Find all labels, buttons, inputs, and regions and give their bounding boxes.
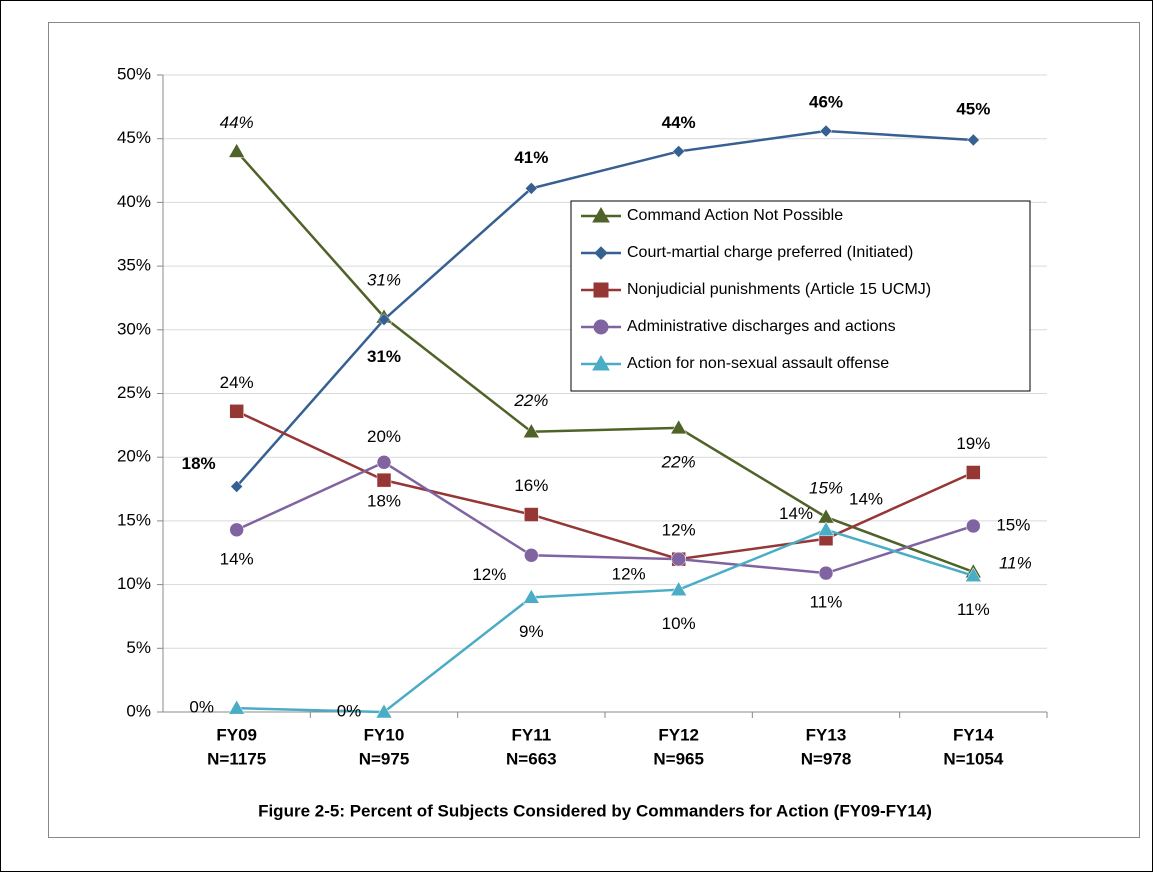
data-label: 15% <box>809 479 843 498</box>
data-label: 18% <box>367 492 401 511</box>
data-label: 15% <box>996 515 1030 534</box>
y-tick-label: 35% <box>117 256 151 275</box>
marker <box>524 182 538 195</box>
x-tick-label: FY12 <box>658 725 699 744</box>
data-label: 11% <box>999 553 1032 572</box>
marker <box>524 548 539 563</box>
marker <box>375 703 393 719</box>
legend-label: Administrative discharges and actions <box>627 318 896 335</box>
marker <box>964 567 982 582</box>
legend-box <box>570 200 1031 392</box>
data-label: 14% <box>849 489 883 508</box>
data-label: 24% <box>220 373 254 392</box>
x-tick-label: FY13 <box>806 725 847 744</box>
data-label: 22% <box>513 391 548 410</box>
x-tick-label: FY09 <box>216 725 257 744</box>
marker <box>524 507 539 522</box>
marker <box>819 124 833 138</box>
series-line <box>235 129 974 488</box>
y-tick-label: 30% <box>117 319 151 338</box>
legend-label: Nonjudicial punishments (Article 15 UCMJ… <box>627 281 931 298</box>
marker <box>229 404 244 419</box>
x-tick-label: FY11 <box>511 725 551 744</box>
series-line <box>235 150 974 574</box>
y-tick-label: 5% <box>126 638 151 657</box>
y-tick-label: 10% <box>117 574 151 593</box>
marker <box>672 145 686 158</box>
legend-label: Command Action Not Possible <box>627 207 843 224</box>
marker <box>966 133 980 147</box>
series-line <box>236 410 974 561</box>
marker <box>228 699 246 715</box>
data-label: 12% <box>472 565 506 584</box>
x-tick-sublabel: N=663 <box>506 749 557 768</box>
y-tick-label: 15% <box>117 510 151 529</box>
data-label: 14% <box>779 504 813 523</box>
x-tick-sublabel: N=978 <box>801 749 852 768</box>
marker <box>594 246 608 260</box>
x-tick-sublabel: N=975 <box>359 749 410 768</box>
x-tick-sublabel: N=965 <box>653 749 704 768</box>
marker <box>966 518 981 534</box>
data-label: 0% <box>189 698 214 717</box>
marker <box>670 419 688 435</box>
y-tick-label: 0% <box>126 701 151 720</box>
marker <box>522 423 540 438</box>
y-tick-label: 45% <box>117 128 151 147</box>
data-label: 46% <box>809 93 843 112</box>
marker <box>229 522 244 538</box>
legend-label: Action for non-sexual assault offense <box>627 355 889 372</box>
chart-title: Figure 2-5: Percent of Subjects Consider… <box>258 801 932 820</box>
series-line <box>236 460 974 575</box>
marker <box>592 206 610 223</box>
x-tick-sublabel: N=1175 <box>207 749 266 768</box>
marker <box>671 551 686 567</box>
marker <box>522 588 540 604</box>
data-label: 11% <box>957 600 990 619</box>
data-label: 19% <box>956 434 990 453</box>
marker <box>670 581 688 596</box>
marker <box>377 313 391 326</box>
marker <box>376 455 392 470</box>
legend-label: Court-martial charge preferred (Initiate… <box>627 244 913 261</box>
x-tick-label: FY14 <box>953 725 994 744</box>
series-line <box>236 528 974 714</box>
data-label: 41% <box>514 148 548 167</box>
legend: Command Action Not Possible Court-martial… <box>570 200 1031 392</box>
y-tick-label: 20% <box>117 447 151 466</box>
data-label: 18% <box>182 454 216 473</box>
marker <box>228 142 246 158</box>
y-tick-label: 40% <box>117 192 151 211</box>
data-label: 45% <box>956 99 990 118</box>
data-label: 22% <box>661 452 696 471</box>
data-label: 16% <box>514 476 548 495</box>
marker <box>376 472 392 488</box>
marker <box>230 480 244 493</box>
y-tick-label: 50% <box>117 64 151 83</box>
data-label: 9% <box>519 622 544 641</box>
data-label: 0% <box>337 701 362 720</box>
marker <box>817 521 835 537</box>
data-label: 44% <box>662 113 696 132</box>
marker <box>818 565 834 581</box>
data-label: 20% <box>367 427 401 446</box>
data-label: 44% <box>220 113 254 132</box>
data-label: 12% <box>662 521 696 540</box>
marker <box>593 319 609 335</box>
marker <box>593 282 609 298</box>
marker <box>592 354 610 371</box>
y-tick-label: 25% <box>117 383 151 402</box>
data-label: 10% <box>662 614 696 633</box>
data-label: 31% <box>367 347 401 366</box>
marker <box>966 465 981 480</box>
data-label: 14% <box>220 549 254 568</box>
data-label: 12% <box>612 565 646 584</box>
data-label: 31% <box>367 271 401 290</box>
x-tick-sublabel: N=1054 <box>943 749 1004 768</box>
data-label: 11% <box>810 593 843 612</box>
x-tick-label: FY10 <box>364 725 405 744</box>
